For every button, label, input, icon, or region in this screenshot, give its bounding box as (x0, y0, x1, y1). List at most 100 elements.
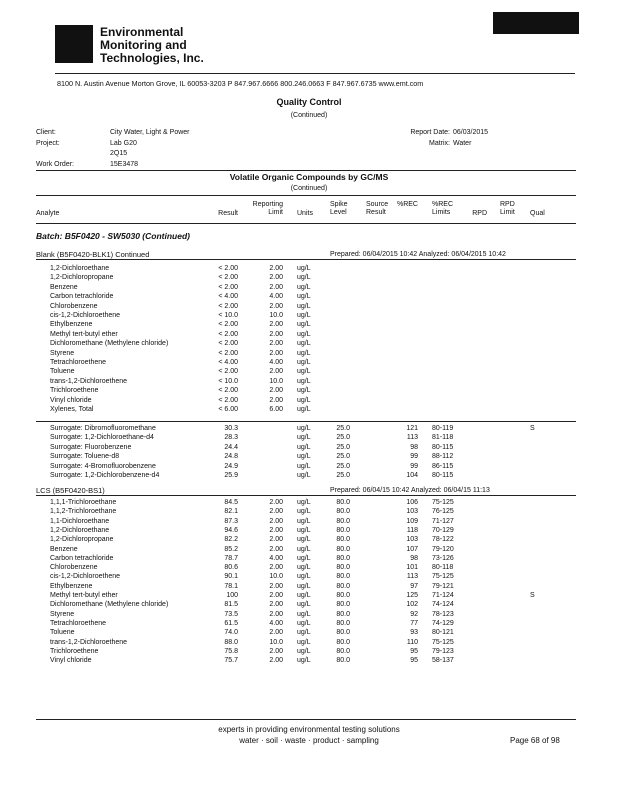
cell: ug/L (297, 499, 311, 506)
cell: 24.8 (224, 453, 238, 461)
cell: ug/L (297, 610, 311, 618)
cell: 98 (410, 554, 418, 562)
cell: < 2.00 (218, 349, 238, 357)
cell: ug/L (297, 629, 311, 637)
cell: 88.0 (224, 638, 238, 646)
column-header: Analyte (36, 210, 60, 217)
cell: 99 (410, 462, 418, 470)
cell: ug/L (297, 601, 311, 609)
analyte: Methyl tert-butyl ether (50, 592, 118, 599)
cell: 80.0 (336, 647, 350, 655)
cell: 97 (410, 582, 418, 590)
analyte: Toluene (50, 629, 75, 637)
analyte: Benzene (50, 545, 78, 553)
cell: 80.0 (336, 564, 350, 572)
cell: 103 (406, 508, 418, 516)
cell: 121 (406, 425, 418, 432)
cell: 4.00 (269, 359, 283, 366)
tagline: experts in providing environmental testi… (218, 725, 400, 734)
column-header: Units (297, 210, 313, 217)
cell: 25.0 (336, 462, 350, 470)
value: 06/03/2015 (453, 129, 489, 136)
cell: 80.0 (336, 517, 350, 525)
analyte: Benzene (50, 283, 78, 291)
analyte: Vinyl chloride (50, 657, 92, 665)
cell: 81.5 (224, 601, 238, 609)
cell: 80.0 (336, 554, 350, 562)
cell: 25.9 (224, 472, 238, 479)
cell: 78-122 (432, 536, 454, 544)
cell: 10.0 (269, 377, 283, 385)
analyte: Surrogate: 1,2-Dichlorobenzene-d4 (50, 472, 160, 479)
value: 15E3478 (110, 161, 139, 168)
cell: 80-121 (432, 629, 454, 637)
cell: ug/L (297, 462, 311, 470)
cell: 80-115 (432, 443, 454, 451)
analyte: Surrogate: Fluorobenzene (50, 443, 132, 451)
services: water · soil · waste · product · samplin… (239, 736, 379, 745)
column-header: Result (218, 210, 238, 217)
rule (36, 195, 576, 196)
analyte: trans-1,2-Dichloroethene (50, 377, 128, 385)
cell: 71-124 (432, 592, 454, 599)
cell: 74.0 (224, 629, 238, 637)
cell: 101 (406, 564, 418, 572)
value: Water (453, 140, 472, 147)
cell: 2.00 (269, 526, 283, 534)
cell: 78-123 (432, 610, 454, 618)
cell: 24.4 (224, 443, 238, 451)
label: Report Date: (410, 129, 450, 136)
page-number: Page 68 of 98 (510, 736, 560, 745)
cell: ug/L (297, 657, 311, 665)
cell: ug/L (297, 545, 311, 553)
cell: 80.0 (336, 610, 350, 618)
cell: < 4.00 (218, 293, 238, 301)
cell: ug/L (297, 453, 311, 461)
cell: 94.6 (224, 526, 238, 534)
cell: ug/L (297, 293, 311, 301)
cell: < 6.00 (218, 406, 238, 413)
rule (36, 421, 576, 422)
cell: 10.0 (269, 312, 283, 319)
label: Project: (36, 140, 60, 147)
cell: 73.5 (224, 610, 238, 618)
cell: ug/L (297, 283, 311, 291)
cell: 2.00 (269, 499, 283, 506)
cell: ug/L (297, 592, 311, 599)
label: Client: (36, 129, 56, 136)
cell: S (530, 425, 535, 432)
cell: ug/L (297, 536, 311, 544)
logo-box (55, 25, 93, 63)
analyte: Xylenes, Total (50, 406, 94, 413)
column-header: RPD Limit (500, 201, 515, 216)
cell: 10.0 (269, 638, 283, 646)
cell: < 2.00 (218, 330, 238, 338)
cell: ug/L (297, 573, 311, 581)
analyte: Toluene (50, 368, 75, 376)
cell: 92 (410, 610, 418, 618)
cell: 80.0 (336, 526, 350, 534)
cell: < 10.0 (218, 377, 238, 385)
analyte: Dichloromethane (Methylene chloride) (50, 340, 169, 348)
analyte: Surrogate: Toluene-d8 (50, 453, 120, 461)
cell: 79-123 (432, 647, 454, 655)
column-header: RPD (472, 210, 487, 217)
cell: < 2.00 (218, 368, 238, 376)
cell: ug/L (297, 425, 311, 432)
cell: 2.00 (269, 274, 283, 282)
cell: 25.0 (336, 472, 350, 479)
analyte: Carbon tetrachloride (50, 554, 114, 562)
rule (36, 170, 576, 171)
cell: 6.00 (269, 406, 283, 413)
cell: ug/L (297, 406, 311, 413)
cell: 74-129 (432, 619, 454, 627)
cell: 2.00 (269, 517, 283, 525)
cell: 78.1 (224, 582, 238, 590)
cell: 81-118 (432, 434, 454, 442)
redaction-box (493, 12, 579, 34)
label: Work Order: (36, 161, 74, 168)
analyte: Ethylbenzene (50, 321, 93, 329)
cell: 75.8 (224, 647, 238, 655)
cell: < 4.00 (218, 359, 238, 366)
cell: < 2.00 (218, 265, 238, 272)
